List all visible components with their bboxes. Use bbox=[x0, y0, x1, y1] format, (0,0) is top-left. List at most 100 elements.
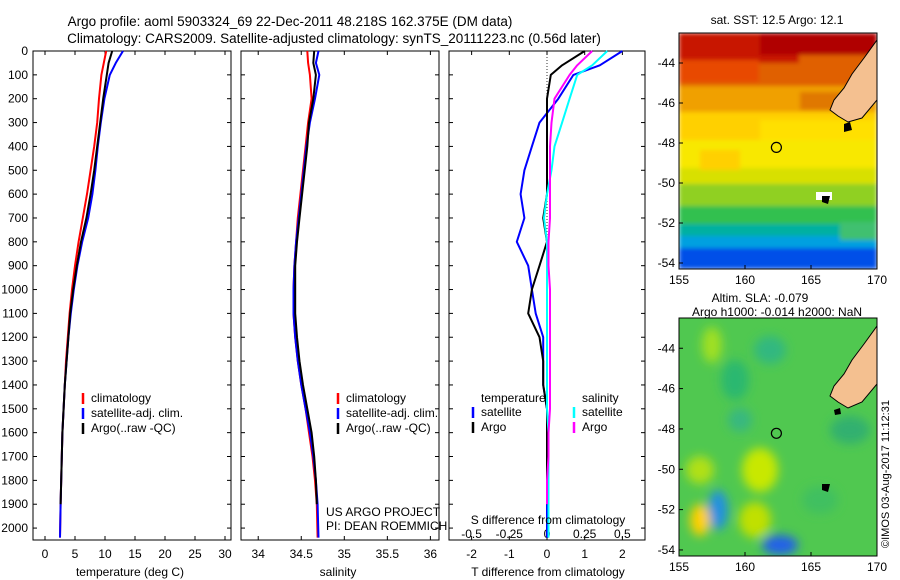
temperature-xlabel: temperature (deg C) bbox=[76, 565, 184, 579]
land-stewart-island-sst bbox=[844, 122, 852, 132]
x-tick-label: 35.5 bbox=[376, 547, 400, 561]
legend-label: Argo bbox=[582, 420, 608, 434]
depth-tick-label: 700 bbox=[8, 211, 28, 225]
sla-heatmap bbox=[679, 318, 877, 556]
salinity-y-ticks bbox=[241, 50, 439, 529]
sst-map-y-ticks: -44 -46 -48 -50 -52 -54 bbox=[658, 56, 683, 270]
depth-tick-label: 500 bbox=[8, 163, 28, 177]
depth-tick-label: 1800 bbox=[1, 473, 28, 487]
difference-s-xlabel: S difference from climatology bbox=[471, 513, 626, 527]
land-auckland-islands-sst bbox=[822, 196, 830, 204]
header-title-line1: Argo profile: aoml 5903324_69 22-Dec-201… bbox=[68, 14, 513, 29]
legend-label: climatology bbox=[346, 391, 406, 405]
map-y-tick-label: -54 bbox=[658, 256, 676, 270]
sla-map-y-ticks: -44 -46 -48 -50 -52 -54 bbox=[658, 341, 683, 557]
difference-y-ticks bbox=[449, 50, 645, 529]
map-y-tick-label: -52 bbox=[658, 503, 676, 517]
series-line-argo-raw-qc bbox=[59, 50, 114, 505]
series-line-argo-raw-qc bbox=[294, 50, 318, 505]
x-tick-label: 20 bbox=[158, 547, 172, 561]
legend-title-temperature: temperature bbox=[481, 391, 546, 405]
depth-tick-label: 100 bbox=[8, 68, 28, 82]
map-x-tick-label: 165 bbox=[801, 560, 821, 574]
depth-tick-label: 300 bbox=[8, 116, 28, 130]
header-title-line2: Climatology: CARS2009. Satellite-adjuste… bbox=[67, 31, 601, 46]
x-tick-label: 2 bbox=[619, 547, 626, 561]
difference-legend: temperature salinitysatelliteArgosatellit… bbox=[471, 391, 623, 434]
legend-title-salinity: salinity bbox=[582, 391, 619, 405]
legend-label: satellite bbox=[582, 405, 623, 419]
map-y-tick-label: -52 bbox=[658, 216, 676, 230]
series-line-argo bbox=[527, 50, 586, 505]
map-x-tick-label: 155 bbox=[669, 273, 689, 287]
legend-label: climatology bbox=[91, 391, 151, 405]
temperature-x-ticks: 0 5 10 15 20 25 30 bbox=[42, 51, 232, 561]
x-tick-label: -1 bbox=[504, 547, 515, 561]
map-y-tick-label: -44 bbox=[658, 341, 676, 355]
difference-s-ticks: -0.5 -0.25 0 0.25 0.5 bbox=[461, 527, 631, 541]
sla-map-title-line2: Argo h1000: -0.014 h2000: NaN bbox=[692, 305, 862, 319]
sst-map-frame bbox=[678, 32, 878, 270]
salinity-xlabel: salinity bbox=[320, 565, 357, 579]
series-line-argo bbox=[546, 50, 593, 505]
land-auckland-islands-sla bbox=[822, 484, 830, 492]
depth-tick-label: 900 bbox=[8, 259, 28, 273]
temperature-plot-frame bbox=[32, 50, 232, 541]
difference-t-ticks: -2 -1 0 1 2 bbox=[466, 51, 626, 561]
depth-tick-label: 1600 bbox=[1, 426, 28, 440]
legend-label: Argo bbox=[481, 420, 507, 434]
legend-label: Argo(..raw -QC) bbox=[91, 421, 176, 435]
argo-position-marker bbox=[770, 141, 783, 153]
x-tick-label: 25 bbox=[188, 547, 202, 561]
depth-tick-label: 1900 bbox=[1, 497, 28, 511]
depth-tick-label: 400 bbox=[8, 139, 28, 153]
sst-map-x-ticks: 155 160 165 170 bbox=[669, 265, 887, 287]
legend-label: Argo(..raw -QC) bbox=[346, 421, 431, 435]
temperature-series bbox=[59, 50, 124, 538]
legend-label: satellite bbox=[481, 405, 522, 419]
credit-project: US ARGO PROJECT bbox=[326, 505, 441, 519]
x-tick-label: -2 bbox=[466, 547, 477, 561]
s-tick-label: 0.25 bbox=[573, 527, 597, 541]
x-tick-label: 10 bbox=[98, 547, 112, 561]
s-tick-label: 0.5 bbox=[614, 527, 631, 541]
series-line-satellite-adj-clim bbox=[59, 50, 124, 538]
land-stewart-island-sla bbox=[834, 408, 841, 415]
x-tick-label: 0 bbox=[544, 547, 551, 561]
map-y-tick-label: -50 bbox=[658, 462, 676, 476]
argo-position-marker-sla bbox=[770, 427, 783, 439]
depth-axis-ticks: 0 100 200 300 400 500 600 700 800 900 1000 1100 1200… bbox=[1, 44, 231, 535]
land-new-zealand-sla bbox=[829, 325, 877, 409]
depth-tick-label: 600 bbox=[8, 187, 28, 201]
map-x-tick-label: 155 bbox=[669, 560, 689, 574]
x-tick-label: 5 bbox=[72, 547, 79, 561]
map-y-tick-label: -44 bbox=[658, 56, 676, 70]
series-line-satellite bbox=[543, 50, 608, 538]
depth-tick-label: 1500 bbox=[1, 402, 28, 416]
s-tick-label: -0.5 bbox=[461, 527, 482, 541]
map-x-tick-label: 170 bbox=[867, 273, 887, 287]
difference-series bbox=[515, 50, 623, 538]
depth-tick-label: 1100 bbox=[2, 306, 28, 320]
depth-tick-label: 1200 bbox=[1, 330, 28, 344]
series-line-satellite bbox=[515, 50, 623, 538]
depth-tick-label: 1300 bbox=[1, 354, 28, 368]
depth-tick-label: 800 bbox=[8, 235, 28, 249]
salinity-series bbox=[292, 50, 321, 538]
series-line-satellite-adj-clim bbox=[292, 50, 321, 538]
depth-tick-label: 200 bbox=[8, 92, 28, 106]
x-tick-label: 30 bbox=[218, 547, 232, 561]
x-tick-label: 34.5 bbox=[290, 547, 314, 561]
x-tick-label: 1 bbox=[581, 547, 588, 561]
salinity-panel: 34 34.5 35 35.5 36 salinity climatologysatel… bbox=[240, 50, 447, 579]
map-y-tick-label: -46 bbox=[658, 96, 676, 110]
sla-map-title-line1: Altim. SLA: -0.079 bbox=[712, 291, 809, 305]
sst-heatmap bbox=[679, 33, 877, 269]
difference-panel: -2 -1 0 1 2 -0.5 -0.25 0 0.25 0.5 S difference f… bbox=[448, 50, 646, 579]
legend-label: satellite-adj. clim. bbox=[346, 406, 438, 420]
map-x-tick-label: 165 bbox=[801, 273, 821, 287]
x-tick-label: 15 bbox=[128, 547, 142, 561]
sla-map-x-ticks: 155 160 165 170 bbox=[669, 552, 887, 574]
